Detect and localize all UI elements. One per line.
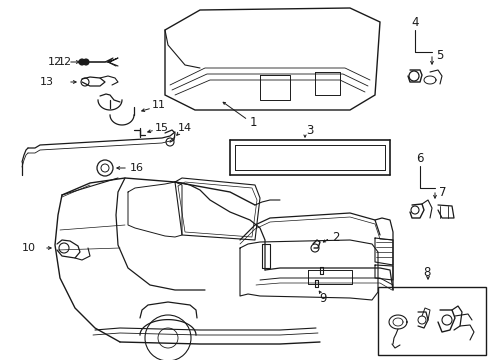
Text: 9: 9 — [319, 292, 326, 305]
Text: 8: 8 — [423, 266, 430, 279]
Text: 3: 3 — [305, 123, 313, 136]
Text: 12: 12 — [58, 57, 72, 67]
Text: 15: 15 — [155, 123, 169, 133]
Text: 11: 11 — [152, 100, 165, 110]
Text: 13: 13 — [40, 77, 54, 87]
Text: 1: 1 — [249, 116, 257, 129]
Text: 12: 12 — [48, 57, 62, 67]
Text: 4: 4 — [410, 15, 418, 28]
Circle shape — [83, 59, 89, 65]
Text: 2: 2 — [331, 230, 339, 243]
Text: 14: 14 — [178, 123, 192, 133]
Text: 7: 7 — [438, 185, 446, 198]
Bar — [377, 287, 485, 355]
Text: 16: 16 — [130, 163, 143, 173]
Text: 6: 6 — [415, 152, 423, 165]
Text: 5: 5 — [435, 49, 443, 62]
Text: 10: 10 — [22, 243, 36, 253]
Circle shape — [79, 59, 85, 65]
